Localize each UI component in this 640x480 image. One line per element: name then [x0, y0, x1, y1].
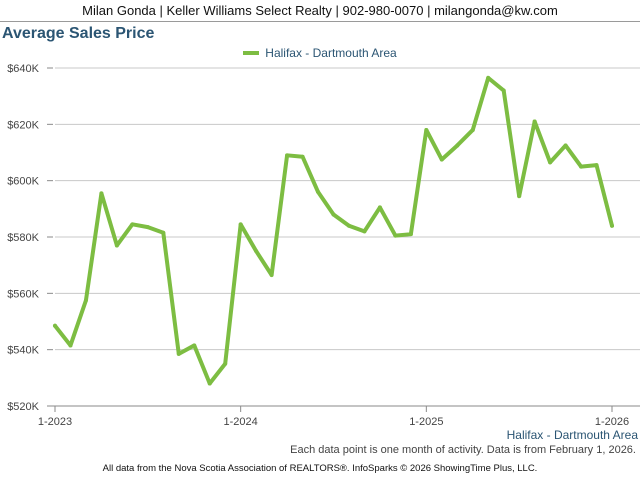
data-point: [610, 223, 614, 228]
data-point: [269, 273, 274, 278]
y-tick-label: $560K: [7, 288, 39, 300]
data-point: [176, 351, 181, 356]
data-point: [285, 153, 290, 158]
x-tick-label: 1-2023: [38, 416, 72, 428]
axes: [47, 67, 640, 412]
y-tick-label: $640K: [7, 63, 39, 75]
data-point: [408, 232, 413, 237]
area-label: Halifax - Dartmouth Area: [506, 428, 638, 442]
data-point: [486, 75, 491, 80]
data-point: [68, 343, 73, 348]
data-point: [517, 194, 522, 199]
y-tick-label: $540K: [7, 345, 39, 357]
x-tick-label: 1-2026: [595, 416, 629, 428]
x-tick-label: 1-2024: [224, 416, 258, 428]
data-point: [130, 222, 135, 227]
data-point: [53, 323, 57, 328]
data-point: [362, 229, 367, 234]
data-point: [455, 143, 460, 148]
data-point: [377, 205, 382, 210]
data-point: [192, 343, 197, 348]
data-point: [579, 164, 584, 169]
data-point: [161, 230, 166, 235]
data-point: [548, 160, 553, 165]
data-point: [99, 191, 104, 196]
y-tick-label: $580K: [7, 232, 39, 244]
data-point: [223, 361, 228, 366]
data-point: [501, 88, 506, 93]
x-tick-label: 1-2025: [409, 416, 443, 428]
data-footnote: Each data point is one month of activity…: [290, 444, 636, 456]
legend-label: Halifax - Dartmouth Area: [265, 46, 397, 60]
grid-lines: [55, 67, 640, 351]
y-tick-label: $620K: [7, 119, 39, 131]
data-point: [207, 381, 212, 386]
data-point: [114, 243, 119, 248]
data-point: [83, 298, 88, 303]
data-point: [393, 233, 398, 238]
data-point: [470, 127, 475, 132]
y-axis-tick-labels: $520K $540K $560K $580K $600K $620K $640K: [7, 63, 39, 413]
chart-legend[interactable]: Halifax - Dartmouth Area: [0, 46, 640, 60]
data-point: [594, 163, 599, 168]
data-point: [439, 157, 444, 162]
data-point: [424, 127, 429, 132]
legend-swatch: [243, 50, 260, 55]
x-axis-tick-labels: 1-2023 1-2024 1-2025 1-2026: [38, 416, 629, 428]
data-point: [532, 119, 537, 124]
chart-title: Average Sales Price: [2, 25, 155, 42]
data-point: [331, 212, 336, 217]
data-point: [238, 222, 243, 227]
data-point: [563, 143, 568, 148]
y-tick-label: $600K: [7, 176, 39, 188]
data-point: [145, 225, 150, 230]
data-point: [346, 223, 351, 228]
data-point: [254, 249, 259, 254]
data-point: [316, 189, 321, 194]
series-layer: [53, 75, 614, 386]
agent-contact-banner: Milan Gonda | Keller Williams Select Rea…: [0, 0, 640, 22]
source-credit: All data from the Nova Scotia Associatio…: [102, 463, 538, 474]
series-line: [53, 75, 614, 386]
data-point: [300, 154, 305, 159]
y-tick-label: $520K: [7, 401, 39, 413]
